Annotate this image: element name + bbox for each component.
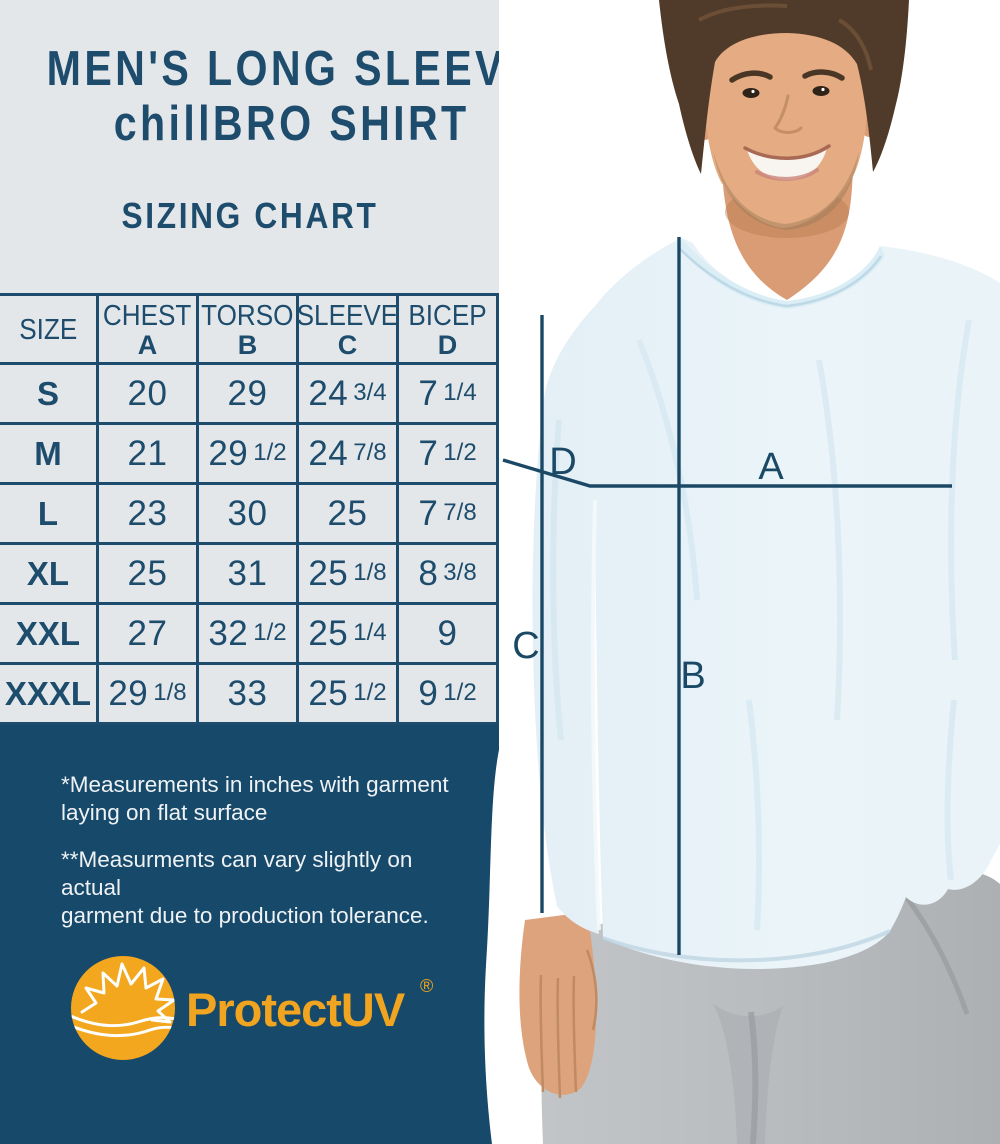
measure-line-d-a <box>502 458 952 488</box>
table-cell: 20 <box>99 365 199 425</box>
table-cell: 7 1/4 <box>399 365 499 425</box>
table-cell: 8 3/8 <box>399 545 499 605</box>
table-cell: 25 1/8 <box>299 545 399 605</box>
table-cell: 25 <box>99 545 199 605</box>
table-cell: 25 1/2 <box>299 665 399 725</box>
collar <box>677 238 885 309</box>
header-cell-chest: CHEST A <box>99 296 199 365</box>
header-cell-sleeve: SLEEVE C <box>297 296 399 365</box>
table-row-size: XL <box>0 545 99 605</box>
table-cell: 33 <box>199 665 299 725</box>
title-line-1: MEN'S LONG SLEEVE <box>46 42 537 96</box>
size-table: SIZE CHEST A TORSO B SLEEVE C BICEP D S … <box>0 293 499 725</box>
table-cell: 9 1/2 <box>399 665 499 725</box>
table-cell: 23 <box>99 485 199 545</box>
table-cell: 29 1/8 <box>99 665 199 725</box>
header-cell-bicep: BICEP D <box>399 296 499 365</box>
table-cell: 25 <box>299 485 399 545</box>
nose <box>773 94 803 134</box>
page-title: MEN'S LONG SLEEVE chillBRO SHIRT <box>0 42 534 152</box>
eyes <box>742 86 830 98</box>
stubble <box>713 150 859 230</box>
pocket-seam <box>904 896 970 1015</box>
table-cell: 24 3/4 <box>299 365 399 425</box>
table-cell: 25 1/4 <box>299 605 399 665</box>
label-a: A <box>758 446 784 488</box>
table-cell: 21 <box>99 425 199 485</box>
measurement-lines <box>502 237 952 955</box>
table-cell: 7 1/2 <box>399 425 499 485</box>
model-photo: D A C B <box>499 0 1000 1144</box>
smile <box>743 144 831 181</box>
notes-panel <box>0 725 499 1144</box>
table-cell: 30 <box>199 485 299 545</box>
model-head <box>659 0 909 230</box>
hair <box>659 0 909 174</box>
table-cell: 31 <box>199 545 299 605</box>
shirt <box>532 238 1000 970</box>
header-cell-size: SIZE <box>0 296 99 365</box>
table-row-size: XXL <box>0 605 99 665</box>
table-cell: 32 1/2 <box>199 605 299 665</box>
label-d: D <box>549 441 576 483</box>
title-line-2: chillBRO SHIRT <box>113 97 470 151</box>
face <box>703 30 869 228</box>
measurement-labels: D A C B <box>512 441 784 697</box>
label-b: B <box>680 655 705 697</box>
brand-name: ProtectUV <box>186 983 406 1036</box>
table-cell: 9 <box>399 605 499 665</box>
table-row-size: L <box>0 485 99 545</box>
sunburst-icon <box>71 962 175 1048</box>
note-measurements: *Measurements in inches with garment lay… <box>61 772 449 825</box>
subtitle-text: SIZING CHART <box>121 195 378 236</box>
torn-photo-edge <box>484 745 500 1144</box>
table-cell: 24 7/8 <box>299 425 399 485</box>
header-cell-torso: TORSO B <box>199 296 299 365</box>
table-row-size: S <box>0 365 99 425</box>
table-cell: 27 <box>99 605 199 665</box>
registered-mark: ® <box>420 976 433 996</box>
protectuv-logo: ProtectUV ® <box>71 956 433 1060</box>
table-cell: 7 7/8 <box>399 485 499 545</box>
table-cell: 29 <box>199 365 299 425</box>
shirt-hem <box>602 929 891 963</box>
eyebrows <box>729 69 845 83</box>
table-cell: 29 1/2 <box>199 425 299 485</box>
subtitle: SIZING CHART <box>0 195 499 237</box>
left-hand <box>519 912 598 1099</box>
label-c: C <box>512 625 539 667</box>
table-row-size: XXXL <box>0 665 99 725</box>
table-row-size: M <box>0 425 99 485</box>
note-tolerance: **Measurments can vary slightly on actua… <box>61 847 429 928</box>
